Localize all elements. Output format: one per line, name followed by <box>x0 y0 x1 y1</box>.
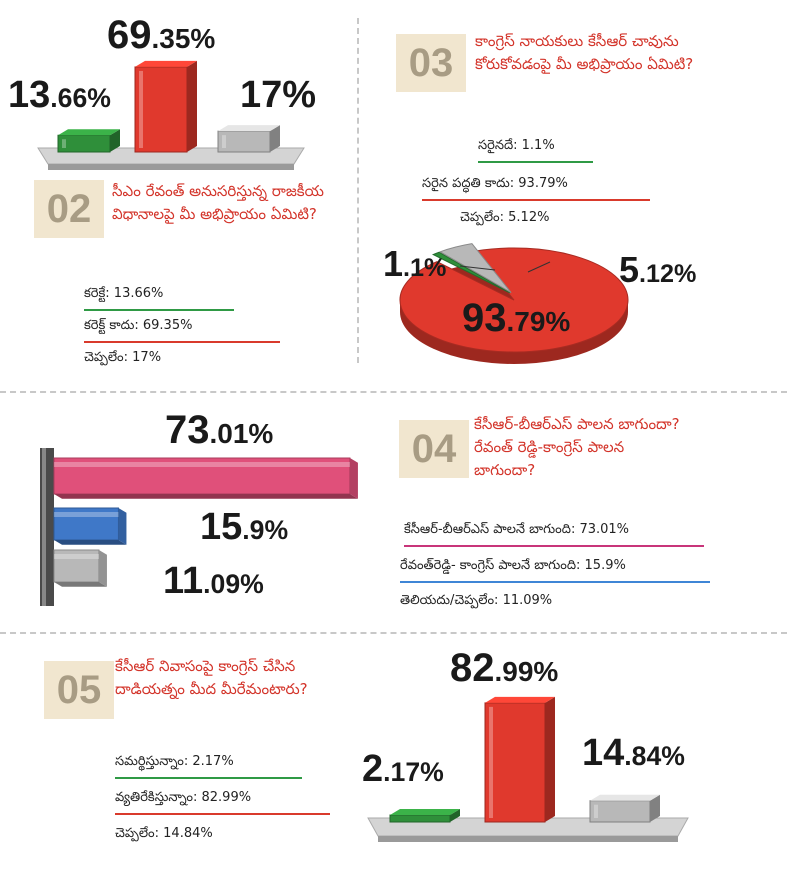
question-text-03: కాంగ్రెస్ నాయకులు కేసీఆర్ చావును కోరుకోవ… <box>475 32 694 73</box>
bar-side-q05-1 <box>545 696 555 822</box>
bar-q05-2 <box>589 800 651 823</box>
question-number-02: 02 <box>34 180 104 238</box>
answer-q03-right: సరైనదే: 1.1% <box>478 138 555 153</box>
underline-q03-right <box>478 161 593 163</box>
divider-horizontal-2 <box>0 632 787 634</box>
answer-q03-not-right: సరైన పద్ధతి కాదు: 93.79% <box>422 176 568 191</box>
data-label-q02-correct: 13.66% <box>8 74 111 116</box>
bar-highlight-q02-1 <box>139 70 143 148</box>
question-text-02: సీఎం రేవంత్ అనుసరిస్తున్న రాజకీయ విధానాల… <box>112 182 324 223</box>
answer-q05-support: సమర్థిస్తున్నాం: 2.17% <box>115 754 234 769</box>
data-label-q04-dont-know: 11.09% <box>163 560 264 602</box>
chart-q03-pie <box>399 243 629 364</box>
pie-slice-1 <box>431 251 511 294</box>
bar-highlight-q02-0 <box>62 139 66 148</box>
hbar-highlight-2 <box>54 554 99 559</box>
bar-q05-1 <box>484 702 546 823</box>
data-label-q02-not-correct: 69.35% <box>107 13 216 57</box>
data-label-q05-support: 2.17% <box>362 748 444 790</box>
underline-q04-kcr-brs <box>404 545 704 547</box>
chart-q05-bar <box>367 696 689 842</box>
bar-side-q05-0 <box>450 809 460 822</box>
hbar-1 <box>53 507 119 541</box>
hbar-highlight-1 <box>54 512 119 517</box>
question-number-03: 03 <box>396 34 466 92</box>
hbar-bottom-1 <box>54 540 127 545</box>
bar-side-q02-2 <box>270 125 280 152</box>
hbar-bottom-2 <box>54 582 107 587</box>
bar-q02-1 <box>134 66 188 153</box>
hbar-highlight-0 <box>54 462 350 467</box>
axis-highlight <box>42 448 46 606</box>
answer-q02-not-correct: కరెక్ట్ కాదు: 69.35% <box>84 318 193 333</box>
underline-q03-not-right <box>422 199 650 201</box>
data-label-q05-oppose: 82.99% <box>450 646 559 690</box>
divider-vertical-top <box>357 18 359 363</box>
leader-line-cannot-say <box>527 261 551 273</box>
answer-q03-cannot-say: చెప్పలేం: 5.12% <box>460 210 550 225</box>
bar-top-q02-2 <box>218 125 280 132</box>
underline-q02-correct <box>84 309 234 311</box>
hbar-bottom-0 <box>54 494 358 499</box>
bar-top-q05-0 <box>390 809 460 815</box>
hbar-end-1 <box>118 508 127 545</box>
data-label-q05-cannot-say: 14.84% <box>582 732 685 774</box>
answer-q04-kcr-brs: కేసీఆర్-బీఆర్ఎస్ పాలనే బాగుంది: 73.01% <box>404 522 630 537</box>
chart-base-edge <box>378 836 678 842</box>
bar-side-q02-0 <box>110 129 120 152</box>
question-number-05: 05 <box>44 661 114 719</box>
answer-q04-revanth-congress: రేవంత్‌రెడ్డి- కాంగ్రెస్ పాలనే బాగుంది: … <box>400 558 626 573</box>
answer-q02-correct: కరెక్టే: 13.66% <box>84 286 164 301</box>
answer-q05-cannot-say: చెప్పలేం: 14.84% <box>115 826 213 841</box>
data-label-q04-revanth-congress: 15.9% <box>200 506 289 548</box>
bar-top-q05-2 <box>590 794 660 801</box>
hbar-end-2 <box>98 550 107 587</box>
bar-highlight-q05-2 <box>594 804 598 818</box>
question-text-04: కేసీఆర్-బీఆర్ఎస్ పాలన బాగుందా? రేవంత్ రె… <box>474 415 680 479</box>
data-label-q03-cannot-say: 5.12% <box>619 249 697 290</box>
answer-q04-dont-know: తెలియదు/చెప్పలేం: 11.09% <box>400 593 553 608</box>
leader-line-right <box>459 265 496 271</box>
divider-horizontal-1 <box>0 391 787 393</box>
hbar-0 <box>53 457 351 495</box>
answer-q05-oppose: వ్యతిరేకిస్తున్నాం: 82.99% <box>115 790 252 805</box>
bar-highlight-q02-2 <box>222 135 226 148</box>
bar-top-q05-1 <box>485 696 555 703</box>
bar-highlight-q05-1 <box>489 706 493 818</box>
question-number-04: 04 <box>399 420 469 478</box>
chart-base-edge <box>48 164 294 170</box>
data-label-q02-cannot-say: 17% <box>240 74 317 116</box>
underline-q05-support <box>115 777 302 779</box>
bar-side-q02-1 <box>187 60 197 153</box>
pie-slice-0 <box>399 247 629 353</box>
chart-q02-bar <box>37 60 305 170</box>
underline-q04-revanth-congress <box>400 581 710 583</box>
bar-q05-0 <box>389 814 451 823</box>
underline-q05-oppose <box>115 813 330 815</box>
answer-q02-cannot-say: చెప్పలేం: 17% <box>84 350 162 365</box>
chart-q04-horizontal-bar <box>40 448 358 606</box>
data-label-q03-right: 1.1% <box>383 243 447 284</box>
bar-top-q02-0 <box>58 129 120 136</box>
question-text-05: కేసీఆర్ నివాసంపై కాంగ్రెస్ చేసిన దాడియత్… <box>115 657 308 698</box>
data-label-q03-not-right: 93.79% <box>462 296 571 340</box>
bar-top-q02-1 <box>135 60 197 67</box>
bar-side-q05-2 <box>650 794 660 822</box>
data-label-q04-kcr-brs: 73.01% <box>165 408 274 452</box>
underline-q02-not-correct <box>84 341 280 343</box>
hbar-end-0 <box>349 458 358 499</box>
